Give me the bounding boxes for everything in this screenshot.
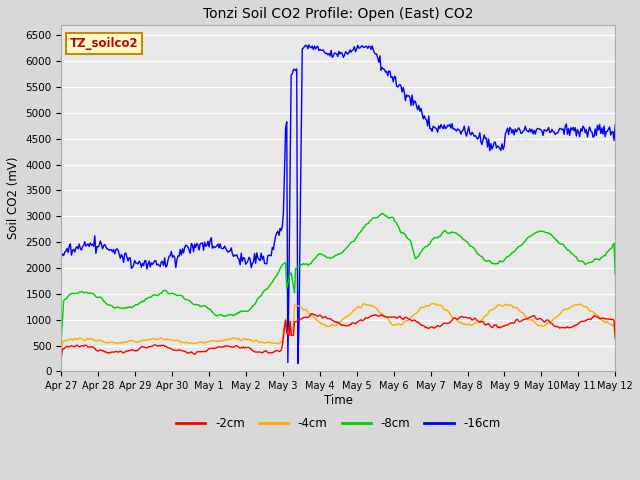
-8cm	[388, 215, 396, 220]
-8cm	[611, 271, 619, 277]
Line: -2cm: -2cm	[61, 314, 615, 357]
-8cm	[599, 253, 607, 259]
-4cm	[58, 348, 65, 354]
-2cm	[513, 317, 520, 323]
-4cm	[611, 336, 619, 342]
-16cm	[600, 123, 608, 129]
-2cm	[325, 316, 333, 322]
-16cm	[360, 44, 367, 50]
-2cm	[58, 354, 65, 360]
-16cm	[305, 42, 313, 48]
-16cm	[326, 53, 334, 59]
-16cm	[611, 122, 619, 128]
Y-axis label: Soil CO2 (mV): Soil CO2 (mV)	[7, 157, 20, 240]
Line: -8cm: -8cm	[61, 214, 615, 336]
-4cm	[357, 305, 365, 311]
-2cm	[388, 314, 396, 320]
-8cm	[378, 211, 386, 216]
-8cm	[58, 333, 65, 338]
-4cm	[599, 318, 607, 324]
Line: -16cm: -16cm	[61, 45, 615, 363]
-2cm	[599, 315, 607, 321]
X-axis label: Time: Time	[324, 394, 353, 407]
-2cm	[358, 318, 366, 324]
-2cm	[322, 314, 330, 320]
Line: -4cm: -4cm	[61, 303, 615, 351]
-8cm	[513, 246, 520, 252]
-16cm	[294, 360, 301, 366]
-8cm	[324, 255, 332, 261]
-16cm	[58, 253, 65, 259]
-2cm	[307, 311, 315, 317]
-4cm	[388, 322, 396, 328]
-4cm	[324, 324, 332, 329]
-4cm	[513, 305, 520, 311]
-8cm	[357, 228, 365, 234]
-8cm	[321, 253, 328, 259]
-16cm	[389, 79, 397, 84]
-2cm	[611, 335, 619, 340]
-16cm	[514, 127, 522, 133]
-4cm	[321, 322, 328, 327]
-4cm	[360, 300, 368, 306]
Text: TZ_soilco2: TZ_soilco2	[70, 37, 138, 50]
Title: Tonzi Soil CO2 Profile: Open (East) CO2: Tonzi Soil CO2 Profile: Open (East) CO2	[203, 7, 474, 21]
Legend: -2cm, -4cm, -8cm, -16cm: -2cm, -4cm, -8cm, -16cm	[172, 412, 506, 435]
-16cm	[323, 50, 330, 56]
